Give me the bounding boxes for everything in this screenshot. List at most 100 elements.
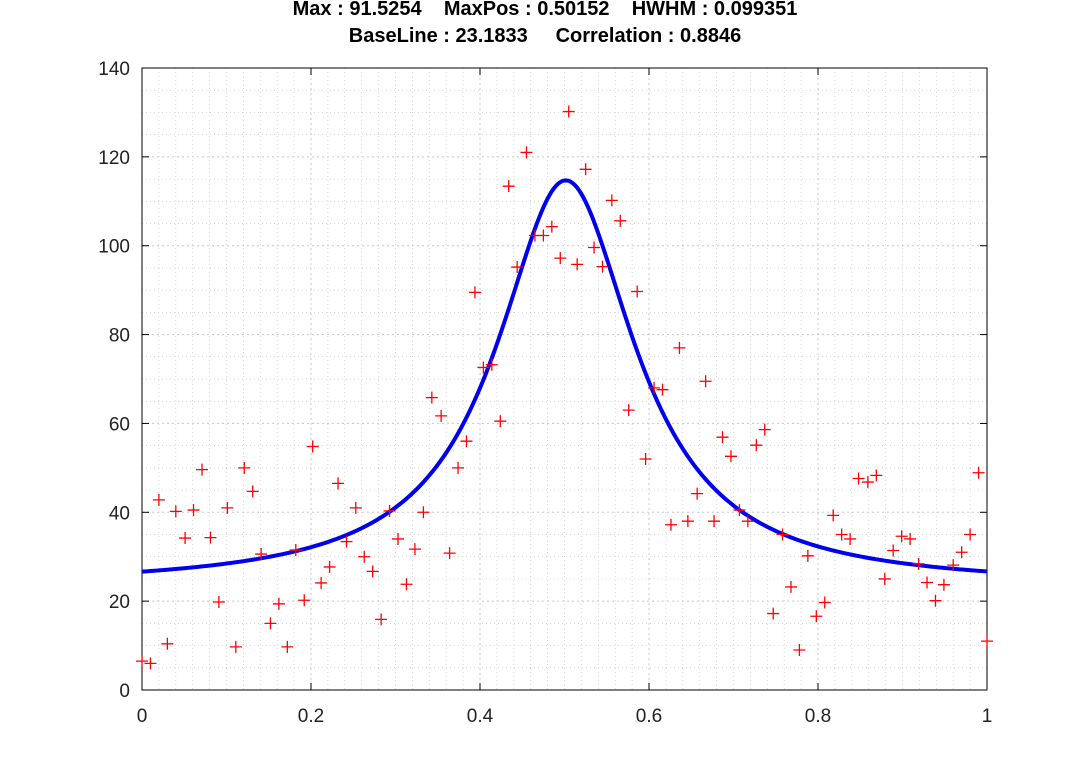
data-point <box>179 532 192 545</box>
data-point <box>537 229 550 242</box>
fit-curve-layer <box>141 178 988 574</box>
y-tick-label: 140 <box>98 59 130 80</box>
data-point <box>733 504 746 517</box>
data-point <box>562 105 575 118</box>
data-point <box>289 544 302 557</box>
data-point <box>656 383 669 396</box>
data-point <box>835 528 848 541</box>
data-point <box>383 504 396 517</box>
data-point <box>246 485 259 498</box>
data-point <box>400 578 413 591</box>
data-point <box>332 477 345 490</box>
data-point <box>861 476 874 489</box>
data-point <box>477 361 490 374</box>
data-point <box>964 528 977 541</box>
data-point <box>921 576 934 589</box>
data-point <box>904 532 917 545</box>
grid <box>142 68 987 690</box>
x-tick-label: 1 <box>982 706 993 727</box>
data-point <box>255 548 268 561</box>
chart-title-line-2: BaseLine : 23.1833 Correlation : 0.8846 <box>348 25 742 47</box>
data-point <box>204 531 217 544</box>
x-tick-label: 0.8 <box>805 706 831 727</box>
data-point <box>238 461 251 474</box>
data-point <box>801 549 814 562</box>
data-point <box>494 415 507 428</box>
data-point <box>827 509 840 522</box>
y-tick-label: 20 <box>109 592 130 613</box>
data-point <box>417 506 430 519</box>
data-point <box>793 644 806 657</box>
data-point <box>639 452 652 465</box>
data-point <box>631 285 644 298</box>
data-point <box>443 547 456 560</box>
data-point <box>699 375 712 388</box>
data-point <box>554 252 567 265</box>
y-tick-label: 60 <box>109 414 130 435</box>
x-tick-label: 0.4 <box>467 706 494 727</box>
data-point <box>972 466 985 479</box>
data-point <box>852 472 865 485</box>
data-point <box>136 655 148 668</box>
data-point <box>912 557 925 570</box>
data-point <box>887 544 900 557</box>
data-point <box>784 580 797 593</box>
data-point <box>810 610 823 623</box>
data-point <box>664 518 677 531</box>
data-point <box>144 657 157 670</box>
data-point <box>502 180 515 193</box>
data-point <box>485 358 498 371</box>
data-point <box>878 572 891 585</box>
data-point <box>622 404 635 417</box>
data-point <box>375 613 388 626</box>
axes <box>141 67 988 691</box>
data-point <box>195 463 208 476</box>
fit-curve <box>141 178 988 574</box>
data-point <box>776 528 789 541</box>
data-point <box>323 560 336 573</box>
data-point <box>708 515 721 528</box>
data-point <box>281 640 294 653</box>
data-point <box>579 163 592 176</box>
data-point <box>187 504 200 517</box>
data-point <box>169 505 182 518</box>
data-point <box>545 220 558 233</box>
x-tick-label: 0 <box>137 706 148 727</box>
data-point <box>596 260 609 273</box>
data-point <box>452 461 465 474</box>
data-point <box>955 546 968 559</box>
data-point <box>767 607 780 620</box>
y-tick-label: 0 <box>119 681 130 702</box>
y-tick-label: 120 <box>98 148 130 169</box>
data-point <box>758 423 771 436</box>
data-point <box>340 535 353 548</box>
data-point <box>750 439 763 452</box>
data-point <box>588 241 601 254</box>
axes-box <box>141 67 988 691</box>
data-point <box>161 637 174 650</box>
data-point <box>981 635 993 648</box>
data-point <box>408 543 421 556</box>
data-point <box>691 487 704 500</box>
y-tick-label: 80 <box>109 326 130 347</box>
data-point <box>306 440 319 453</box>
data-point <box>315 576 328 589</box>
data-point <box>349 501 362 514</box>
data-point <box>272 597 285 610</box>
data-point <box>895 530 908 543</box>
data-point <box>716 431 729 444</box>
data-point <box>229 640 242 653</box>
data-point <box>929 594 942 607</box>
data-point <box>358 550 371 563</box>
data-point <box>460 435 473 448</box>
data-point <box>937 578 950 591</box>
data-point <box>818 596 831 609</box>
data-point <box>152 493 165 506</box>
data-point <box>425 391 438 404</box>
data-point <box>221 501 234 514</box>
data-point <box>681 515 694 528</box>
data-point <box>212 596 225 609</box>
data-point <box>673 341 686 354</box>
